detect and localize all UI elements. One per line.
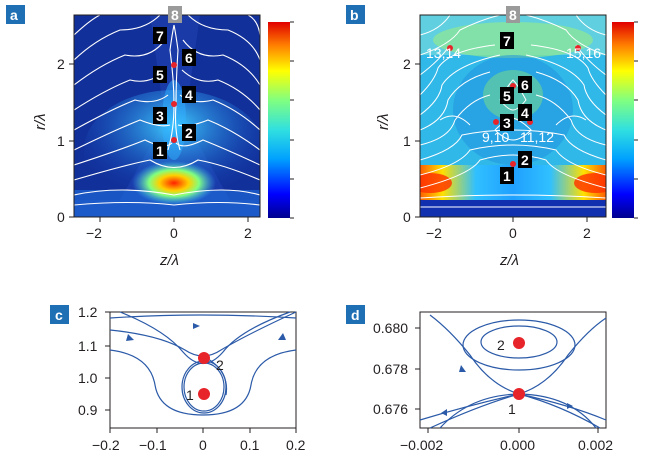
- svg-text:0.002: 0.002: [578, 437, 613, 453]
- b-marker-5: 5: [503, 88, 511, 104]
- marker-box: [153, 27, 167, 44]
- svg-text:0: 0: [199, 437, 207, 453]
- svg-text:−0.2: −0.2: [92, 437, 120, 453]
- panel-c: 1 2 −0.2 −0.1 0 0.1 0.2 1.2 1.1 1.0 0.9 …: [50, 304, 306, 453]
- panel-label-a: a: [10, 7, 18, 23]
- a-ylabel: r/λ: [32, 113, 49, 130]
- marker-box: [182, 124, 196, 141]
- marker-box: [153, 142, 167, 159]
- marker-2: 2: [185, 125, 193, 141]
- panel-a-heatmap: [74, 15, 260, 217]
- svg-text:1.1: 1.1: [78, 338, 98, 354]
- a-ytick: 2: [57, 56, 65, 72]
- svg-text:1.0: 1.0: [78, 370, 98, 386]
- svg-text:1: 1: [508, 401, 516, 417]
- b-annotation-9-10: 9,10: [482, 129, 509, 145]
- panel-label-b: b: [350, 7, 359, 23]
- svg-text:0: 0: [403, 209, 411, 225]
- a-xtick: −2: [86, 225, 102, 241]
- panel-c-frame: [109, 311, 297, 429]
- panel-b: 1 2 3 4 5 6 7 8 9,10 11,12 13,14 15,16 −…: [346, 5, 607, 269]
- panel-label-c: c: [55, 307, 63, 323]
- a-ytick: 1: [57, 133, 65, 149]
- marker-7: 7: [156, 28, 164, 44]
- d-point-2: [513, 337, 525, 349]
- b-marker-8: 8: [509, 7, 517, 23]
- a-ytick: 0: [57, 209, 65, 225]
- panel-a-frame: [73, 14, 261, 218]
- b-marker-2: 2: [521, 152, 529, 168]
- svg-text:2: 2: [403, 56, 411, 72]
- panel-b-markers: 1 2 3 4 5 6 7 8 9,10 11,12 13,14 15,16: [426, 6, 601, 184]
- svg-text:0: 0: [509, 225, 517, 241]
- panel-d-arrows: [441, 365, 573, 416]
- marker-box: [182, 86, 196, 103]
- svg-text:0.678: 0.678: [373, 361, 408, 377]
- b-marker-1: 1: [503, 168, 511, 184]
- svg-text:2: 2: [216, 357, 224, 373]
- a-xtick: 0: [170, 225, 178, 241]
- panel-a-streamlines: [74, 15, 260, 206]
- b-annotation-15-16: 15,16: [566, 45, 601, 61]
- panel-label-bg: [6, 5, 25, 24]
- panel-d: 2 1 −0.002 0.000 0.002 0.680 0.678 0.676…: [346, 305, 613, 453]
- marker-6: 6: [185, 50, 193, 66]
- svg-text:0.1: 0.1: [240, 437, 260, 453]
- svg-text:1.2: 1.2: [78, 304, 98, 320]
- marker-3: 3: [156, 108, 164, 124]
- b-annotation-13-14: 13,14: [426, 45, 461, 61]
- svg-text:−0.1: −0.1: [139, 437, 167, 453]
- marker-4: 4: [185, 87, 193, 103]
- marker-1: 1: [156, 143, 164, 159]
- marker-box: [153, 66, 167, 83]
- b-marker-4: 4: [521, 105, 529, 121]
- colorbar-b: [612, 21, 638, 219]
- svg-text:1: 1: [403, 133, 411, 149]
- svg-text:1: 1: [186, 387, 194, 403]
- svg-text:−0.002: −0.002: [400, 437, 443, 453]
- b-marker-3: 3: [503, 115, 511, 131]
- b-xlabel: z/λ: [499, 252, 519, 269]
- b-annotation-11-12: 11,12: [520, 129, 554, 145]
- panel-label-d: d: [351, 307, 360, 323]
- panel-c-arrows: [126, 323, 286, 341]
- svg-text:2: 2: [583, 225, 591, 241]
- b-marker-6: 6: [521, 77, 529, 93]
- a-xlabel: z/λ: [159, 252, 179, 269]
- d-point-1: [513, 388, 525, 400]
- marker-box: [182, 49, 196, 66]
- marker-box-grey: [168, 6, 182, 23]
- marker-box: [153, 107, 167, 124]
- panel-b-streamlines: [420, 15, 606, 208]
- c-point-1: [198, 388, 210, 400]
- svg-text:0.000: 0.000: [500, 437, 535, 453]
- svg-text:−2: −2: [426, 225, 442, 241]
- svg-text:0.676: 0.676: [373, 401, 408, 417]
- colorbar-a: [268, 21, 294, 219]
- svg-text:0.680: 0.680: [373, 320, 408, 336]
- panel-a: 1 2 3 4 5 6 7 8 −2 0 2 0 1 2 z/λ r/λ: [6, 5, 261, 269]
- svg-text:0.2: 0.2: [286, 437, 306, 453]
- svg-text:0.9: 0.9: [78, 402, 98, 418]
- b-ylabel: r/λ: [375, 113, 392, 130]
- marker-5: 5: [156, 67, 164, 83]
- c-point-2: [198, 352, 210, 364]
- svg-text:2: 2: [497, 337, 505, 353]
- a-xtick: 2: [244, 225, 252, 241]
- b-marker-7: 7: [503, 33, 511, 49]
- panel-a-markers: 1 2 3 4 5 6 7 8: [153, 6, 196, 159]
- marker-8: 8: [171, 7, 179, 23]
